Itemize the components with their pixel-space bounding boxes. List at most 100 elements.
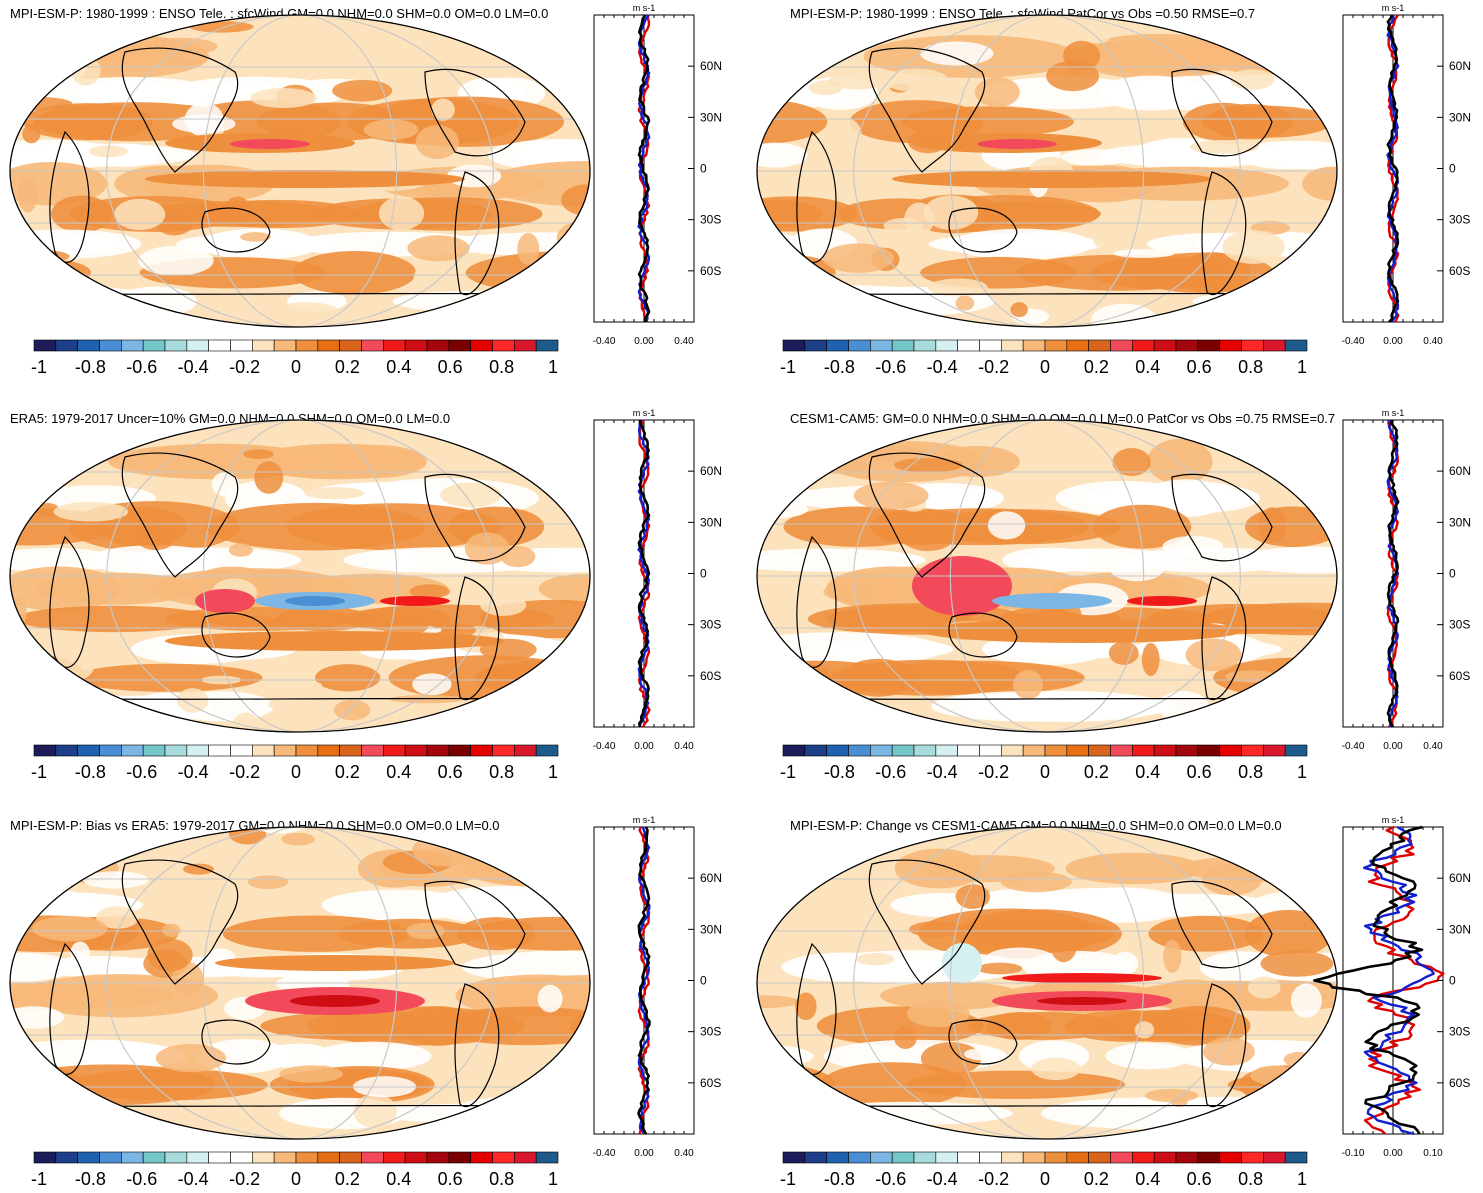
profile-lat-tick: 60S bbox=[1449, 669, 1470, 683]
panel-title: MPI-ESM-P: 1980-1999 : ENSO Tele. : sfcW… bbox=[790, 6, 1256, 21]
colorbar-cell bbox=[383, 744, 406, 757]
colorbar-label: -1 bbox=[31, 1169, 47, 1189]
colorbar-label: 0.6 bbox=[1187, 762, 1212, 782]
colorbar-label: 0.6 bbox=[1187, 357, 1212, 377]
colorbar-label: 1 bbox=[1297, 1169, 1307, 1189]
colorbar-cell bbox=[492, 339, 515, 352]
colorbar-cell bbox=[99, 339, 122, 352]
profile-x-tick: 0.40 bbox=[1423, 741, 1443, 752]
colorbar-label: 0.2 bbox=[335, 762, 360, 782]
colorbar-cell bbox=[870, 339, 893, 352]
profile-lat-tick: 60S bbox=[1449, 1076, 1470, 1090]
colorbar-cell bbox=[1044, 1151, 1068, 1164]
colorbar-cell bbox=[1153, 744, 1177, 757]
colorbar-cell bbox=[164, 339, 188, 352]
colorbar-label: 1 bbox=[1297, 762, 1307, 782]
colorbar-cell bbox=[55, 744, 78, 757]
colorbar-label: 0 bbox=[1040, 1169, 1050, 1189]
profile-x-tick: 0.40 bbox=[674, 1148, 694, 1159]
colorbar-cell bbox=[1241, 339, 1264, 352]
colorbar-cell bbox=[339, 744, 362, 757]
colorbar-cell bbox=[339, 1151, 362, 1164]
colorbar-cell bbox=[1263, 744, 1286, 757]
profile-x-tick: 0.00 bbox=[634, 741, 654, 752]
colorbar-cell bbox=[804, 339, 827, 352]
colorbar-cell bbox=[448, 1151, 471, 1164]
colorbar-label: -0.4 bbox=[178, 762, 209, 782]
colorbar-label: -0.6 bbox=[875, 762, 906, 782]
colorbar-cell bbox=[361, 1151, 384, 1164]
colorbar-cell bbox=[317, 1151, 340, 1164]
profile-unit: m s-1 bbox=[1382, 408, 1405, 418]
colorbar-label: 0.4 bbox=[1135, 357, 1160, 377]
colorbar-label: -1 bbox=[31, 762, 47, 782]
profile-lat-tick: 0 bbox=[700, 567, 707, 581]
colorbar-cell bbox=[913, 1151, 937, 1164]
colorbar: -1 -0.8 -0.6 -0.4 -0.2 0 0.2 0.4 0.6 0.8 1 bbox=[780, 744, 1308, 782]
colorbar-label: -0.2 bbox=[229, 762, 260, 782]
colorbar-cell bbox=[99, 1151, 122, 1164]
profile-lat-tick: 60N bbox=[1449, 59, 1471, 73]
colorbar-cell bbox=[404, 1151, 428, 1164]
colorbar-cell bbox=[426, 1151, 450, 1164]
colorbar-cell bbox=[1175, 744, 1199, 757]
colorbar-cell bbox=[1241, 744, 1264, 757]
colorbar-cell bbox=[252, 744, 275, 757]
colorbar-cell bbox=[273, 1151, 297, 1164]
colorbar-cell bbox=[935, 339, 958, 352]
colorbar-cell bbox=[77, 339, 100, 352]
colorbar-cell bbox=[295, 339, 319, 352]
colorbar-label: 0.8 bbox=[1238, 1169, 1263, 1189]
colorbar-cell bbox=[1219, 744, 1242, 757]
colorbar-cell bbox=[273, 339, 297, 352]
colorbar-cell bbox=[470, 339, 493, 352]
colorbar-cell bbox=[230, 1151, 253, 1164]
colorbar-cell bbox=[913, 339, 937, 352]
colorbar-cell bbox=[1197, 1151, 1220, 1164]
colorbar-cell bbox=[186, 339, 209, 352]
colorbar-cell bbox=[826, 339, 849, 352]
colorbar-cell bbox=[230, 744, 253, 757]
colorbar-label: -0.6 bbox=[875, 357, 906, 377]
colorbar-cell bbox=[1001, 339, 1024, 352]
colorbar-label: 0.6 bbox=[438, 357, 463, 377]
profile-unit: m s-1 bbox=[633, 815, 656, 825]
colorbar-label: -0.2 bbox=[978, 762, 1009, 782]
colorbar-cell bbox=[55, 339, 78, 352]
colorbar-cell bbox=[514, 1151, 537, 1164]
profile-lat-tick: 30N bbox=[1449, 110, 1471, 124]
colorbar-cell bbox=[1001, 744, 1024, 757]
colorbar-cell bbox=[1022, 744, 1046, 757]
colorbar-cell bbox=[317, 339, 340, 352]
colorbar-cell bbox=[164, 1151, 188, 1164]
colorbar-cell bbox=[1066, 339, 1089, 352]
colorbar-cell bbox=[1044, 339, 1068, 352]
panel-title: MPI-ESM-P: Bias vs ERA5: 1979-2017 GM=0.… bbox=[10, 818, 500, 833]
colorbar-cell bbox=[1066, 1151, 1089, 1164]
colorbar-cell bbox=[208, 744, 231, 757]
colorbar-cell bbox=[535, 339, 559, 352]
colorbar-label: 0.8 bbox=[489, 762, 514, 782]
colorbar-cell bbox=[979, 744, 1002, 757]
colorbar-label: 0.2 bbox=[335, 1169, 360, 1189]
colorbar-label: -0.2 bbox=[978, 357, 1009, 377]
colorbar-cell bbox=[426, 744, 450, 757]
colorbar-cell bbox=[121, 1151, 144, 1164]
profile-x-tick: -0.40 bbox=[1342, 741, 1365, 752]
colorbar-cell bbox=[870, 1151, 893, 1164]
colorbar-cell bbox=[848, 744, 871, 757]
colorbar-cell bbox=[535, 1151, 559, 1164]
profile-x-tick: -0.40 bbox=[593, 1148, 616, 1159]
colorbar-cell bbox=[1219, 1151, 1242, 1164]
colorbar-cell bbox=[55, 1151, 78, 1164]
profile-lat-tick: 30S bbox=[700, 1025, 721, 1039]
colorbar-cell bbox=[404, 339, 428, 352]
profile-lat-tick: 60N bbox=[700, 871, 722, 885]
profile-lat-tick: 30N bbox=[1449, 922, 1471, 936]
colorbar-label: -1 bbox=[780, 762, 796, 782]
profile-x-tick: 0.00 bbox=[634, 1148, 654, 1159]
colorbar-label: 0 bbox=[291, 762, 301, 782]
colorbar-label: -0.8 bbox=[824, 1169, 855, 1189]
colorbar-label: -1 bbox=[31, 357, 47, 377]
colorbar-cell bbox=[1110, 339, 1133, 352]
